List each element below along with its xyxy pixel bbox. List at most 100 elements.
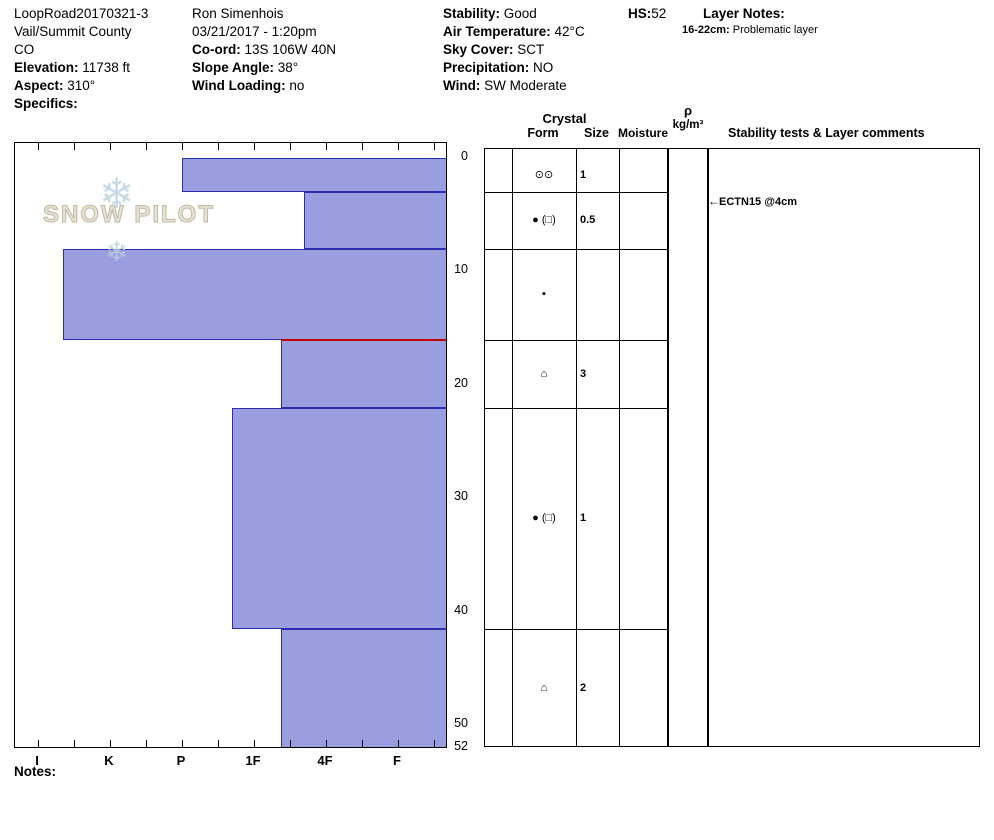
depth-label: 10 (454, 262, 468, 277)
layer-note: 16-22cm: Problematic layer (682, 24, 818, 36)
grain-form-symbol: ⌂ (540, 367, 548, 380)
precipitation-value: NO (529, 60, 554, 75)
moisture-header: Moisture (617, 126, 668, 140)
table-column-divider (619, 149, 620, 746)
wind: Wind: SW Moderate (443, 77, 585, 95)
air-temp-value: 42°C (550, 24, 585, 39)
pit-name: LoopRoad20170321-3 (14, 6, 149, 21)
region: Vail/Summit County (14, 24, 132, 39)
axis-tick (290, 740, 291, 747)
axis-tick (398, 740, 399, 747)
hardness-bar (63, 248, 446, 340)
axis-tick (38, 740, 39, 747)
coord-value: 13S 106W 40N (240, 42, 337, 57)
snow-height: HS:52 (628, 5, 666, 23)
axis-tick (218, 143, 219, 150)
slope-angle: Slope Angle: 38° (192, 59, 336, 77)
air-temperature: Air Temperature: 42°C (443, 23, 585, 41)
depth-label: 52 (454, 739, 468, 753)
grain-size-value: 2 (580, 682, 587, 695)
comments-header: Stability tests & Layer comments (728, 126, 925, 140)
aspect-label: Aspect: (14, 78, 64, 93)
layer-boundary-line (485, 192, 667, 194)
crystal-header: Crystal (542, 111, 587, 126)
density-units: kg/m³ (672, 119, 704, 131)
depth-label: 30 (454, 489, 468, 504)
axis-tick (434, 740, 435, 747)
hardness-bar (182, 158, 446, 193)
layer-boundary-line (485, 248, 667, 250)
axis-tick (182, 740, 183, 747)
hardness-bar (304, 192, 446, 249)
specifics: Specifics: (14, 95, 148, 113)
hardness-axis-label: F (393, 753, 401, 768)
aspect-value: 310° (63, 78, 96, 93)
wind-loading: Wind Loading: no (192, 77, 336, 95)
grain-size-value: 0.5 (580, 214, 596, 227)
size-header: Size (583, 126, 609, 140)
axis-tick (326, 143, 327, 150)
table-column-divider (576, 149, 577, 746)
hardness-axis-label: 1F (245, 753, 261, 768)
hardness-axis-label: K (104, 753, 114, 768)
hardness-axis-label: P (176, 753, 186, 768)
hardness-profile-chart: ❄ SNOW PILOT ❄ (14, 142, 447, 748)
axis-tick (182, 143, 183, 150)
sky-cover: Sky Cover: SCT (443, 41, 585, 59)
layer-notes-label: Layer Notes: (703, 6, 785, 21)
air-temp-label: Air Temperature: (443, 24, 551, 39)
header-hs: HS:52 (628, 5, 666, 23)
snowflake-icon: ❄ (99, 170, 135, 217)
hardness-bar (232, 407, 446, 629)
sky-cover-label: Sky Cover: (443, 42, 514, 57)
stability-value: Good (500, 6, 537, 21)
grain-form-symbol: ● (□) (532, 512, 556, 525)
observation-datetime: 03/21/2017 - 1:20pm (192, 24, 317, 39)
elevation-value: 11738 ft (78, 60, 131, 75)
depth-label: 40 (454, 602, 468, 617)
crystal-table: ⊙⊙ 1 ● (□) 0.5 ▪ ⌂ 3 ● (□) 1 ⌂ 2 (484, 148, 668, 747)
layer-boundary-line (485, 628, 667, 630)
hardness-bar (280, 339, 446, 408)
axis-tick (218, 740, 219, 747)
depth-label: 20 (454, 375, 468, 390)
table-column-divider (512, 149, 513, 746)
depth-label: 50 (454, 716, 468, 731)
coord-label: Co-ord: (192, 42, 241, 57)
axis-tick (110, 143, 111, 150)
axis-tick (434, 143, 435, 150)
layer-notes-title: Layer Notes: (703, 5, 785, 23)
comments-column (708, 148, 980, 747)
hardness-bar (280, 628, 446, 747)
axis-tick (146, 740, 147, 747)
precipitation: Precipitation: NO (443, 59, 585, 77)
header-column-conditions: Stability: Good Air Temperature: 42°C Sk… (443, 5, 585, 95)
axis-tick (290, 143, 291, 150)
axis-tick (74, 740, 75, 747)
precipitation-label: Precipitation: (443, 60, 530, 75)
grain-size-value: 1 (580, 169, 587, 182)
hardness-axis-label: 4F (317, 753, 333, 768)
header-column-observer: Ron Simenhois 03/21/2017 - 1:20pm Co-ord… (192, 5, 336, 95)
axis-tick (254, 143, 255, 150)
axis-tick (398, 143, 399, 150)
stability-test-annotation: ←ECTN15 @4cm (708, 194, 797, 210)
stability-test-text: ECTN15 @4cm (719, 196, 797, 209)
depth-label: 0 (461, 149, 468, 163)
axis-tick (326, 740, 327, 747)
wind-loading-value: no (285, 78, 305, 93)
form-header: Form (527, 126, 559, 140)
layer-note-text: Problematic layer (729, 24, 818, 36)
slope-angle-value: 38° (274, 60, 299, 75)
grain-form-symbol: ⊙⊙ (534, 169, 554, 182)
state: CO (14, 42, 35, 57)
hs-label: HS: (628, 6, 652, 21)
snowflake-icon: ❄ (105, 236, 129, 267)
notes-label: Notes: (14, 764, 57, 779)
elevation-label: Elevation: (14, 60, 79, 75)
wind-value: SW Moderate (480, 78, 567, 93)
grain-form-symbol: ⌂ (540, 682, 548, 695)
axis-tick (38, 143, 39, 150)
density-column (668, 148, 708, 747)
grain-size-value: 1 (580, 512, 587, 525)
